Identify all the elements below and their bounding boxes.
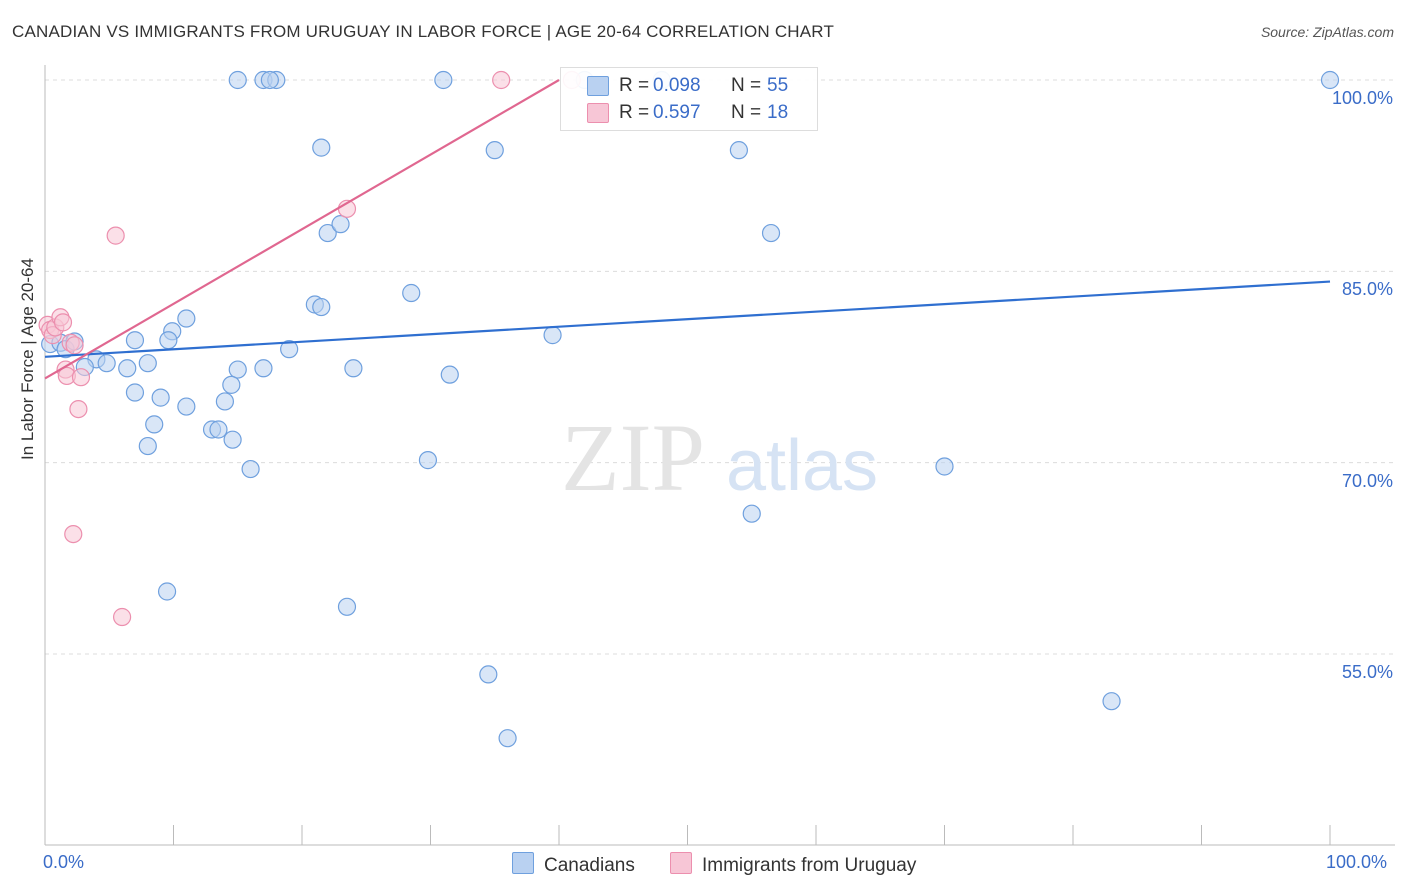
y-tick-label: 85.0% xyxy=(1341,279,1393,300)
data-point xyxy=(145,415,164,434)
data-point xyxy=(223,430,242,449)
data-point xyxy=(312,138,331,157)
data-point xyxy=(761,223,781,243)
data-point xyxy=(260,70,279,90)
legend-swatch-canadians xyxy=(512,852,534,874)
data-point xyxy=(125,331,145,350)
n-value-uruguay: 18 xyxy=(767,102,789,123)
data-point xyxy=(344,359,363,378)
legend-label-uruguay: Immigrants from Uruguay xyxy=(702,855,917,876)
data-point xyxy=(112,607,132,627)
data-point xyxy=(228,360,247,379)
data-point xyxy=(492,70,511,90)
data-point xyxy=(498,729,517,748)
data-point xyxy=(228,70,247,90)
r-value-canadians: 0.098 xyxy=(653,75,701,96)
data-point xyxy=(64,524,83,544)
x-tick-min: 0.0% xyxy=(43,852,85,872)
n-label: N = xyxy=(731,102,762,123)
n-label: N = xyxy=(731,75,762,96)
data-point xyxy=(280,340,299,359)
data-point xyxy=(543,326,562,345)
data-point xyxy=(69,399,88,419)
data-point xyxy=(138,436,157,456)
data-point xyxy=(125,383,145,402)
data-point xyxy=(254,359,273,378)
data-point xyxy=(159,331,178,350)
uruguay-points xyxy=(38,70,581,627)
legend-canadians: Canadians xyxy=(512,852,635,877)
data-point xyxy=(485,141,504,160)
data-point xyxy=(222,375,241,394)
stats-box: R = 0.098 N = 55 R = 0.597 N = 18 xyxy=(560,67,818,131)
data-point xyxy=(418,451,438,470)
uruguay-swatch xyxy=(587,103,609,123)
r-label: R = xyxy=(619,75,650,96)
data-point xyxy=(241,459,260,479)
trend-line-uruguay xyxy=(44,79,560,380)
legend-label-canadians: Canadians xyxy=(544,855,635,876)
n-value-canadians: 55 xyxy=(767,75,789,96)
data-point xyxy=(177,309,196,328)
data-point xyxy=(65,336,84,355)
data-point xyxy=(331,215,350,234)
grid-lines xyxy=(45,79,1395,655)
data-point xyxy=(97,354,116,373)
data-point xyxy=(157,582,177,601)
data-point xyxy=(215,392,234,411)
data-point xyxy=(71,368,91,387)
data-point xyxy=(479,665,498,684)
data-point xyxy=(318,223,337,243)
data-point xyxy=(434,70,453,90)
legend-swatch-uruguay xyxy=(670,852,692,874)
watermark: ZIP atlas xyxy=(561,404,878,511)
data-point xyxy=(138,354,157,373)
data-point xyxy=(337,597,357,616)
r-value-uruguay: 0.597 xyxy=(653,102,701,123)
axes xyxy=(44,65,1395,846)
legend-uruguay: Immigrants from Uruguay xyxy=(670,852,916,877)
y-tick-label: 70.0% xyxy=(1341,470,1393,491)
canadians-swatch xyxy=(587,76,609,96)
data-point xyxy=(1102,692,1121,711)
data-point xyxy=(1320,70,1340,90)
watermark-atlas: atlas xyxy=(726,426,878,506)
chart-source: Source: ZipAtlas.com xyxy=(1260,24,1394,40)
data-point xyxy=(312,297,331,317)
data-point xyxy=(729,141,749,160)
watermark-zip: ZIP xyxy=(561,404,705,511)
data-point xyxy=(742,504,761,523)
r-label: R = xyxy=(619,102,650,123)
data-point xyxy=(177,397,196,416)
trend-line-canadians xyxy=(44,280,1331,358)
y-tick-label: 55.0% xyxy=(1341,662,1393,682)
data-point xyxy=(53,313,73,332)
data-point xyxy=(402,283,421,303)
data-point xyxy=(106,226,125,245)
data-point xyxy=(118,359,137,378)
trend-lines xyxy=(44,79,1331,380)
chart-title: CANADIAN VS IMMIGRANTS FROM URUGUAY IN L… xyxy=(12,22,835,41)
data-point xyxy=(440,365,459,384)
data-point xyxy=(935,457,954,476)
data-point xyxy=(209,420,228,439)
x-tick-max: 100.0% xyxy=(1326,852,1388,872)
data-point xyxy=(151,388,170,407)
y-tick-label: 100.0% xyxy=(1331,88,1393,108)
